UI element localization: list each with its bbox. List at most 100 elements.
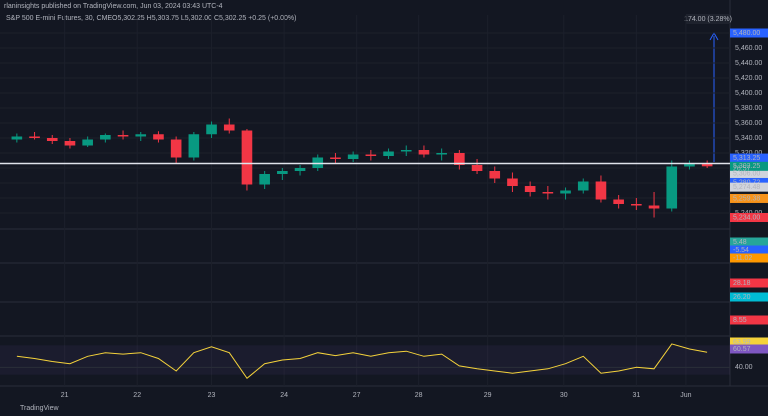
indicator-tag: -5.54: [733, 247, 749, 254]
countdown: 26:57: [733, 165, 751, 172]
candle-body: [46, 138, 58, 141]
indicator-tag: 60.57: [733, 346, 751, 353]
brand: TradingView: [20, 405, 59, 412]
y-tick-label: 5,440.00: [735, 60, 762, 67]
y-tick-label: 5,400.00: [735, 90, 762, 97]
price-tag: 5,313.25: [733, 155, 760, 162]
indicator-tag-bg: [730, 278, 768, 288]
price-tag: 5,302.25: [733, 163, 760, 170]
price-tag-bg: [730, 169, 768, 178]
indicator-tag-bg: [730, 344, 768, 354]
indicator-tag: 5.48: [733, 239, 747, 246]
candle-body: [241, 130, 253, 185]
price-tag: 5,259.38: [733, 195, 760, 202]
candle-body: [436, 153, 447, 155]
x-tick-label: 28: [415, 392, 423, 399]
price-tag-bg: [730, 28, 768, 38]
candle-body: [294, 168, 306, 171]
candle-body: [170, 139, 182, 158]
price-tag: 5,480.00: [733, 30, 760, 37]
candle-body: [188, 134, 200, 158]
candle-body: [524, 186, 536, 192]
x-tick-label: 27: [353, 392, 361, 399]
candle-body: [223, 124, 235, 131]
range-tag: 174.00 (3.28%): [684, 16, 732, 23]
candle-body: [153, 134, 164, 140]
candle-body: [701, 163, 713, 167]
indicator-tag-bg: [730, 237, 768, 247]
price-tag: 5,306.00: [733, 170, 760, 177]
candle-body: [347, 154, 359, 159]
price-tag-bg: [730, 193, 768, 203]
symbol: S&P 500 E-mini Futures, 30, CME: [6, 15, 112, 22]
rsi-band: [0, 345, 730, 375]
indicator-tag-bg: [730, 245, 768, 255]
indicator-tag: -11.02: [733, 255, 752, 262]
candle-body: [383, 151, 394, 156]
rsi-line: [16, 343, 708, 380]
candle-body: [489, 171, 501, 179]
y-tick-label: 5,420.00: [735, 75, 762, 82]
candle-body: [400, 150, 412, 152]
price-tag-bg: [730, 182, 768, 192]
candle-body: [666, 166, 678, 209]
publisher: rlaninsights published on TradingView.co…: [4, 3, 223, 10]
x-tick-label: Jun: [680, 392, 691, 399]
candle-body: [277, 171, 288, 174]
indicator-tag: 63.99: [733, 339, 751, 346]
indicator-tag-bg: [730, 292, 768, 302]
x-tick-label: 29: [484, 392, 492, 399]
candle-body: [648, 205, 660, 209]
x-tick-label: 22: [133, 392, 141, 399]
ohlc: O5,302.25 H5,303.75 L5,302.00 C5,302.25 …: [112, 15, 296, 22]
price-tag-bg: [730, 161, 768, 171]
candle-body: [135, 134, 147, 137]
candle-body: [117, 135, 129, 137]
candle-body: [29, 136, 40, 138]
price-tag-bg: [730, 213, 768, 222]
candle-body: [507, 178, 518, 186]
candle-body: [418, 150, 430, 155]
indicator-tag-bg: [730, 315, 768, 325]
indicator-tag: 26.20: [733, 294, 751, 301]
candle-body: [542, 192, 554, 194]
y-tick-label: 5,340.00: [735, 135, 762, 142]
indicator-tag-bg: [730, 253, 768, 263]
candle-body: [454, 153, 465, 165]
indicator-tag: 8.55: [733, 317, 747, 324]
x-tick-label: 31: [632, 392, 640, 399]
price-tag-bg: [730, 177, 768, 187]
y-tick-label: 5,360.00: [735, 120, 762, 127]
candle-body: [206, 124, 217, 135]
range-tag-bg: [686, 14, 730, 24]
price-tag: 5,234.00: [733, 214, 760, 221]
x-tick-label: 23: [208, 392, 216, 399]
price-tag: 5,274.48: [733, 184, 760, 191]
x-tick-label: 21: [61, 392, 69, 399]
candle-body: [330, 157, 341, 159]
y-tick-label: 5,320.00: [735, 150, 762, 157]
price-tag-bg: [730, 153, 768, 163]
candle-body: [82, 139, 93, 146]
candle-body: [11, 136, 23, 140]
x-tick-label: 30: [560, 392, 568, 399]
candle-body: [471, 165, 483, 171]
candle-body: [560, 190, 571, 194]
candle-body: [613, 199, 624, 204]
candle-body: [64, 141, 76, 146]
y-tick-label: 40.00: [735, 364, 753, 371]
y-tick-label: 5,460.00: [735, 45, 762, 52]
x-tick-label: 24: [280, 392, 288, 399]
y-tick-label: 5,380.00: [735, 105, 762, 112]
candle-body: [577, 181, 589, 191]
indicator-tag-bg: [730, 337, 768, 347]
candle-body: [631, 204, 642, 206]
indicator-tag: 28.18: [733, 280, 751, 287]
candle-body: [365, 154, 377, 156]
candle-body: [684, 163, 695, 167]
candle-body: [100, 135, 111, 140]
candle-body: [595, 181, 607, 200]
candle-body: [259, 174, 270, 185]
